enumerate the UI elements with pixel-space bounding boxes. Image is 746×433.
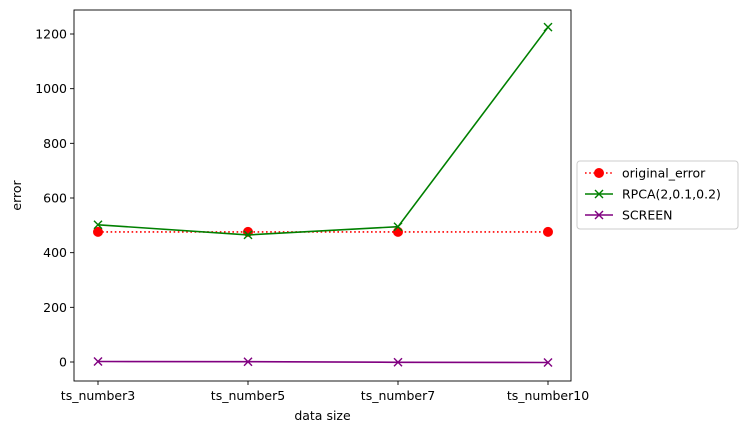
data-point xyxy=(393,222,403,232)
y-tick-label: 400 xyxy=(43,245,67,260)
data-point xyxy=(543,358,553,368)
data-point xyxy=(93,220,103,230)
data-point xyxy=(393,357,403,367)
data-point xyxy=(393,226,403,237)
y-tick-label: 1000 xyxy=(35,81,67,96)
series-line xyxy=(97,26,549,236)
legend-label: RPCA(2,0.1,0.2) xyxy=(622,187,721,202)
series-2 xyxy=(93,356,553,368)
data-point xyxy=(93,356,103,366)
series-1 xyxy=(93,22,553,240)
legend-marker xyxy=(594,189,604,199)
legend-marker xyxy=(594,168,604,178)
legend-entry: original_error xyxy=(585,166,706,181)
series-line xyxy=(97,360,549,364)
legend-entry: RPCA(2,0.1,0.2) xyxy=(585,187,721,202)
x-tick-label: ts_number7 xyxy=(361,388,435,403)
x-tick-label: ts_number5 xyxy=(211,388,285,403)
y-axis: 0 200 400 600 800 1000 1200 xyxy=(35,27,74,370)
legend-frame xyxy=(576,160,739,230)
y-tick-label: 600 xyxy=(43,191,67,206)
y-tick-label: 1200 xyxy=(35,27,67,42)
y-tick-label: 800 xyxy=(43,136,67,151)
legend-label: SCREEN xyxy=(622,208,673,223)
y-tick-label: 200 xyxy=(43,300,67,315)
plot-area xyxy=(73,9,572,382)
x-tick-label: ts_number3 xyxy=(61,388,135,403)
data-point xyxy=(243,230,253,240)
legend-entry: SCREEN xyxy=(585,208,673,223)
x-tick-label: ts_number10 xyxy=(507,388,589,403)
y-axis-label: error xyxy=(9,180,24,211)
x-axis: ts_number3 ts_number5 ts_number7 ts_number1… xyxy=(61,381,589,403)
plot-frame xyxy=(73,9,572,382)
data-point xyxy=(243,357,253,367)
x-axis-label: data size xyxy=(294,408,351,423)
data-point xyxy=(543,22,553,32)
legend-label: original_error xyxy=(622,166,706,181)
data-point xyxy=(93,226,103,237)
legend-marker xyxy=(594,210,604,220)
data-point xyxy=(543,226,553,237)
y-tick-label: 0 xyxy=(59,355,67,370)
legend: original_error RPCA(2,0.1,0.2) SCREEN xyxy=(576,160,739,230)
